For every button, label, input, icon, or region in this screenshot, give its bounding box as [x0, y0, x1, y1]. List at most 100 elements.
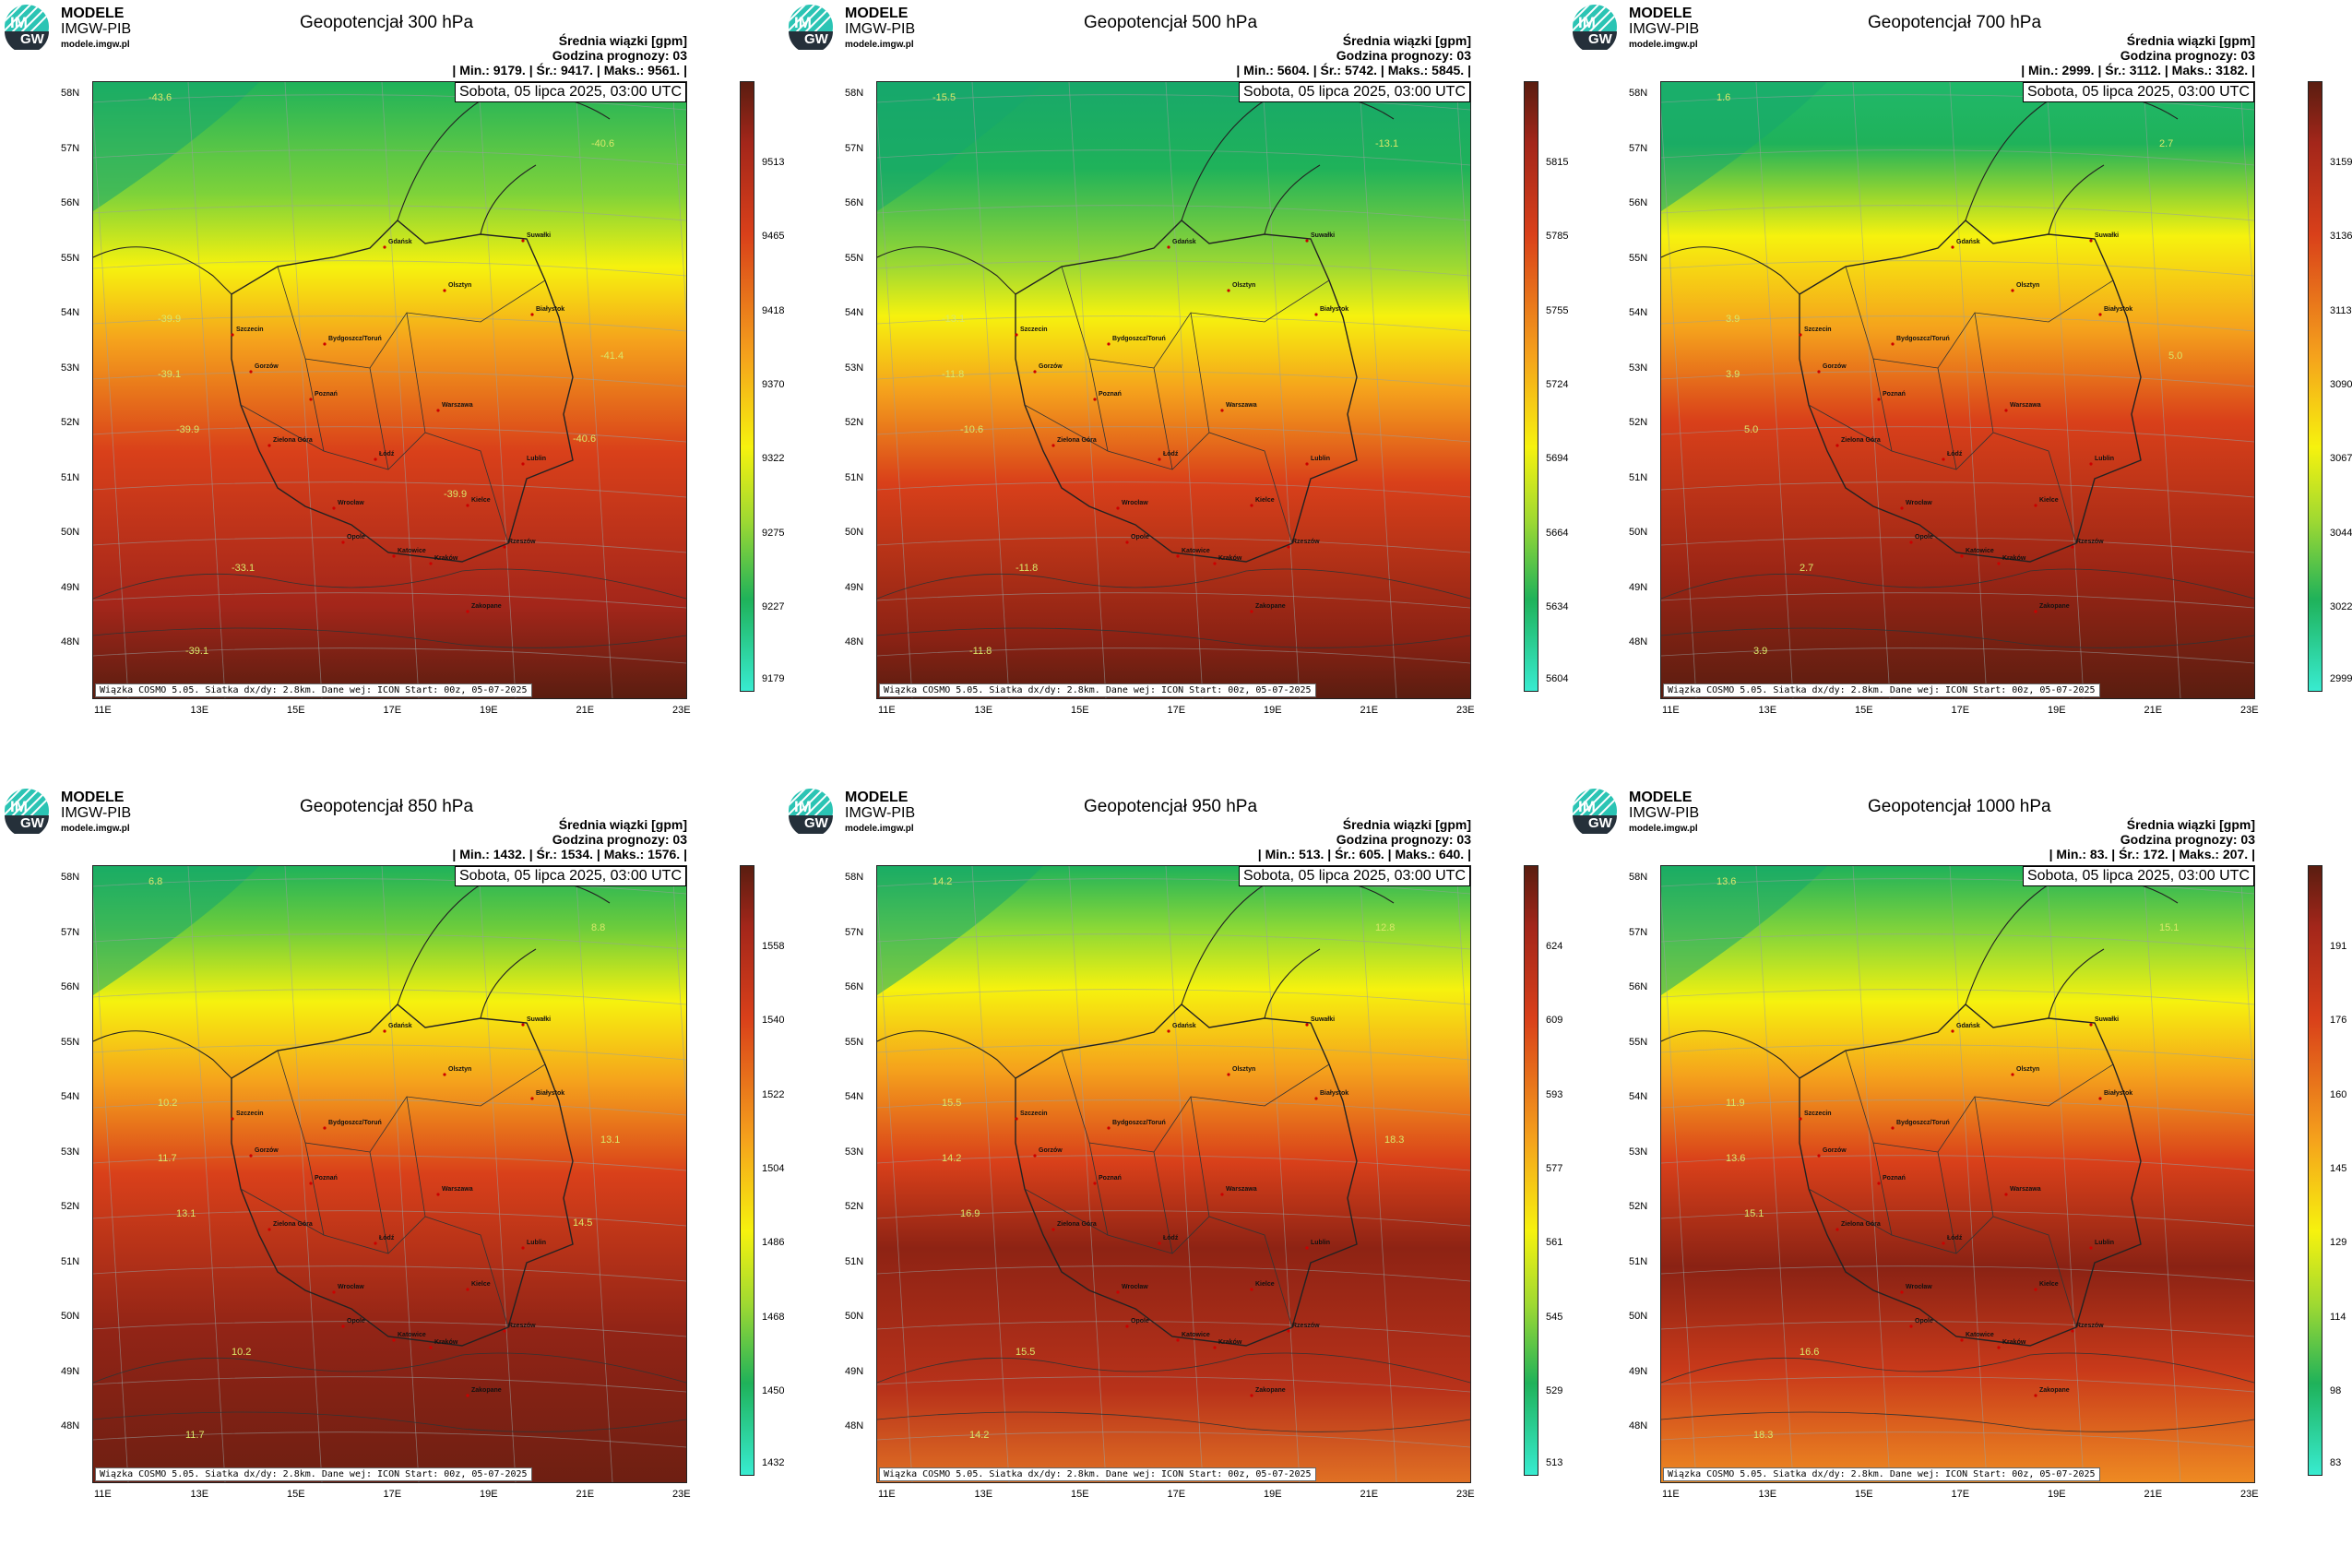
latitude-tick: 48N [61, 1420, 80, 1431]
meridian-line [2046, 82, 2085, 698]
longitude-tick: 15E [1071, 1489, 1089, 1500]
contour-label: -41.4 [600, 350, 624, 362]
city-marker [374, 457, 377, 461]
meridian-line [1359, 866, 1397, 1482]
logo-text: MODELE IMGW-PIB modele.imgw.pl [845, 790, 915, 837]
ensemble-mean-label: Średnia wiązki [gpm] [558, 817, 687, 832]
logo-text: MODELE IMGW-PIB modele.imgw.pl [1629, 790, 1699, 837]
poland-border [1799, 220, 2142, 563]
city-label: Opole [1131, 534, 1149, 540]
logo-mark-top: IM [794, 14, 812, 31]
contour-label: 13.1 [600, 1134, 620, 1146]
longitude-tick: 11E [1662, 1489, 1680, 1500]
city-label: Opole [347, 534, 365, 540]
city-marker [2089, 239, 2093, 243]
longitude-tick: 17E [1167, 705, 1186, 716]
city-marker [436, 409, 440, 412]
city-label: Warszawa [442, 402, 473, 409]
parallel-line [877, 1376, 1470, 1393]
city-marker [1250, 1288, 1253, 1291]
latitude-tick: 58N [1629, 872, 1648, 883]
meridian-line [478, 82, 517, 698]
contour-label: 2.7 [2159, 138, 2173, 149]
latitude-tick: 55N [845, 1036, 864, 1048]
parallel-line [1661, 205, 2254, 221]
parallel-line [1661, 1099, 2254, 1116]
longitude-tick: 19E [2048, 705, 2066, 716]
contour-label: 11.7 [185, 1430, 205, 1441]
city-marker [1900, 1290, 1904, 1294]
colorbar [740, 865, 754, 1476]
imgw-logo-icon: IM GW [1573, 789, 1617, 834]
logo-text: MODELE IMGW-PIB modele.imgw.pl [1629, 6, 1699, 53]
panel-header-info: Średnia wiązki [gpm] Godzina prognozy: 0… [1236, 33, 1471, 77]
city-marker [2034, 1288, 2037, 1291]
colorbar-tick: 9322 [762, 453, 785, 465]
parallel-line [877, 537, 1470, 553]
valid-date: Sobota, 05 lipca 2025, 03:00 UTC [2022, 82, 2254, 102]
city-label: Poznań [1883, 1175, 1906, 1182]
latitude-tick: 52N [1629, 1201, 1648, 1212]
latitude-tick: 51N [61, 1255, 80, 1267]
map-area: -43.6 -40.6 -39.9 -39.1 -39.9 -33.1 -39.1 -41.4… [92, 81, 687, 699]
longitude-tick: 21E [576, 1489, 595, 1500]
city-marker [1116, 506, 1120, 510]
city-marker [2004, 1193, 2008, 1196]
city-label: Katowice [1182, 548, 1210, 554]
meridian-line [971, 82, 1010, 698]
city-label: Gorzów [1039, 1147, 1063, 1154]
forecast-hour-label: Godzina prognozy: 03 [1336, 832, 1471, 847]
forecast-panel-6: IM GW MODELE IMGW-PIB modele.imgw.pl Geo… [1568, 784, 2352, 1568]
longitude-tick: 17E [1951, 705, 1970, 716]
parallel-line [93, 1376, 686, 1393]
contour-label: 10.2 [232, 1347, 251, 1358]
meridian-line [381, 866, 420, 1482]
latitude-tick: 49N [61, 1365, 80, 1377]
latitude-tick: 49N [845, 581, 864, 593]
city-marker [2004, 409, 2008, 412]
city-marker [1891, 1126, 1895, 1130]
city-marker [1158, 1241, 1161, 1245]
high-gradient-patch [877, 866, 1043, 995]
city-marker [2034, 504, 2037, 507]
city-label: Białystok [1320, 306, 1348, 313]
colorbar-tick: 5694 [1546, 453, 1569, 465]
parallel-line [1661, 1376, 2254, 1393]
city-marker [1287, 1329, 1290, 1333]
longitude-tick: 13E [1758, 705, 1777, 716]
city-label: Zielona Góra [1057, 437, 1097, 444]
colorbar [2308, 865, 2322, 1476]
map-area: 14.2 12.8 15.5 14.2 16.9 15.5 14.2 18.3 Gdańsk Ol… [876, 865, 1471, 1483]
city-label: Suwałki [527, 1016, 551, 1023]
panel-title: Geopotencjał 300 hPa [300, 13, 474, 32]
city-label: Olsztyn [2016, 282, 2039, 289]
longitude-tick: 11E [878, 1489, 896, 1500]
city-label: Łódź [1163, 1235, 1179, 1241]
longitude-tick: 23E [2240, 1489, 2259, 1500]
logo-mark-bottom: GW [20, 815, 45, 831]
latitude-tick: 57N [845, 926, 864, 938]
parallel-line [877, 205, 1470, 221]
city-label: Gdańsk [388, 239, 412, 245]
city-marker [443, 1073, 446, 1076]
colorbar-tick: 98 [2330, 1384, 2342, 1396]
city-marker [530, 1097, 534, 1100]
parallel-line [877, 647, 1470, 664]
city-label: Lublin [2095, 456, 2114, 462]
latitude-tick: 58N [61, 88, 80, 99]
longitude-tick: 23E [1456, 1489, 1475, 1500]
valid-date: Sobota, 05 lipca 2025, 03:00 UTC [1238, 866, 1470, 886]
city-label: Suwałki [1311, 232, 1335, 239]
longitude-tick: 15E [1855, 1489, 1873, 1500]
colorbar-tick: 2999 [2330, 673, 2352, 685]
city-marker [1799, 333, 1802, 337]
city-label: Gdańsk [1956, 239, 1980, 245]
city-label: Zakopane [471, 603, 502, 610]
parallel-line [877, 1044, 1470, 1061]
parallel-line [1661, 592, 2254, 609]
city-label: Szczecin [236, 327, 264, 333]
city-label: Lublin [527, 456, 546, 462]
forecast-panel-2: IM GW MODELE IMGW-PIB modele.imgw.pl Geo… [784, 0, 1568, 784]
city-label: Opole [1915, 534, 1933, 540]
colorbar-tick: 9465 [762, 231, 785, 243]
